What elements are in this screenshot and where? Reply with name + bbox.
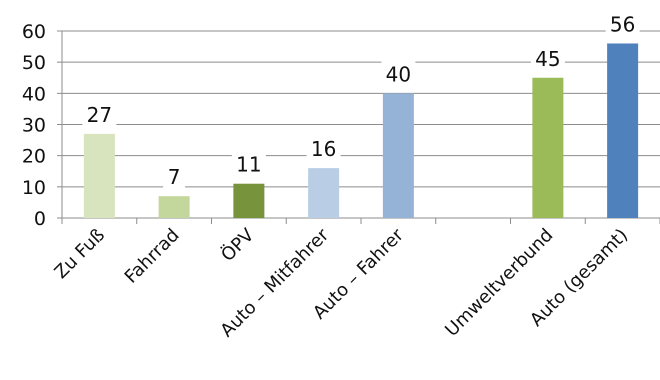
data-label: 40 (386, 62, 411, 86)
axes (57, 30, 660, 224)
data-label-background (82, 100, 117, 127)
data-label-background (231, 150, 266, 177)
y-tick-label: 30 (22, 115, 46, 137)
gridlines (62, 30, 660, 188)
data-label: 11 (236, 153, 261, 177)
category-label: Zu Fuß (51, 225, 109, 283)
y-tick-label: 20 (22, 146, 46, 168)
data-labels: 27 7 11 16 40 45 56 (82, 10, 640, 190)
data-label-background (381, 60, 416, 87)
bar (158, 196, 190, 218)
data-label: 16 (311, 137, 336, 161)
y-tick-label: 60 (22, 21, 46, 43)
data-label-background (163, 163, 186, 190)
y-tick-label: 0 (34, 208, 46, 230)
data-label: 56 (610, 12, 635, 36)
data-label-background (306, 135, 341, 162)
category-label: ÖPV (216, 223, 258, 265)
y-tick-label: 10 (22, 177, 46, 199)
data-label: 45 (535, 47, 560, 71)
y-tick-label: 40 (22, 83, 46, 105)
data-label-background (605, 10, 640, 37)
bar (607, 43, 639, 218)
bar (83, 133, 115, 218)
data-label: 7 (168, 165, 181, 189)
bar (233, 183, 265, 218)
data-label: 27 (87, 103, 112, 127)
bar (308, 168, 340, 218)
bar (382, 93, 414, 218)
y-tick-labels: 0 10 20 30 40 50 60 (22, 21, 46, 230)
data-label-background (530, 44, 565, 71)
category-label: Fahrrad (121, 225, 184, 288)
bars (83, 43, 639, 218)
y-tick-label: 50 (22, 52, 46, 74)
bar (532, 77, 564, 218)
